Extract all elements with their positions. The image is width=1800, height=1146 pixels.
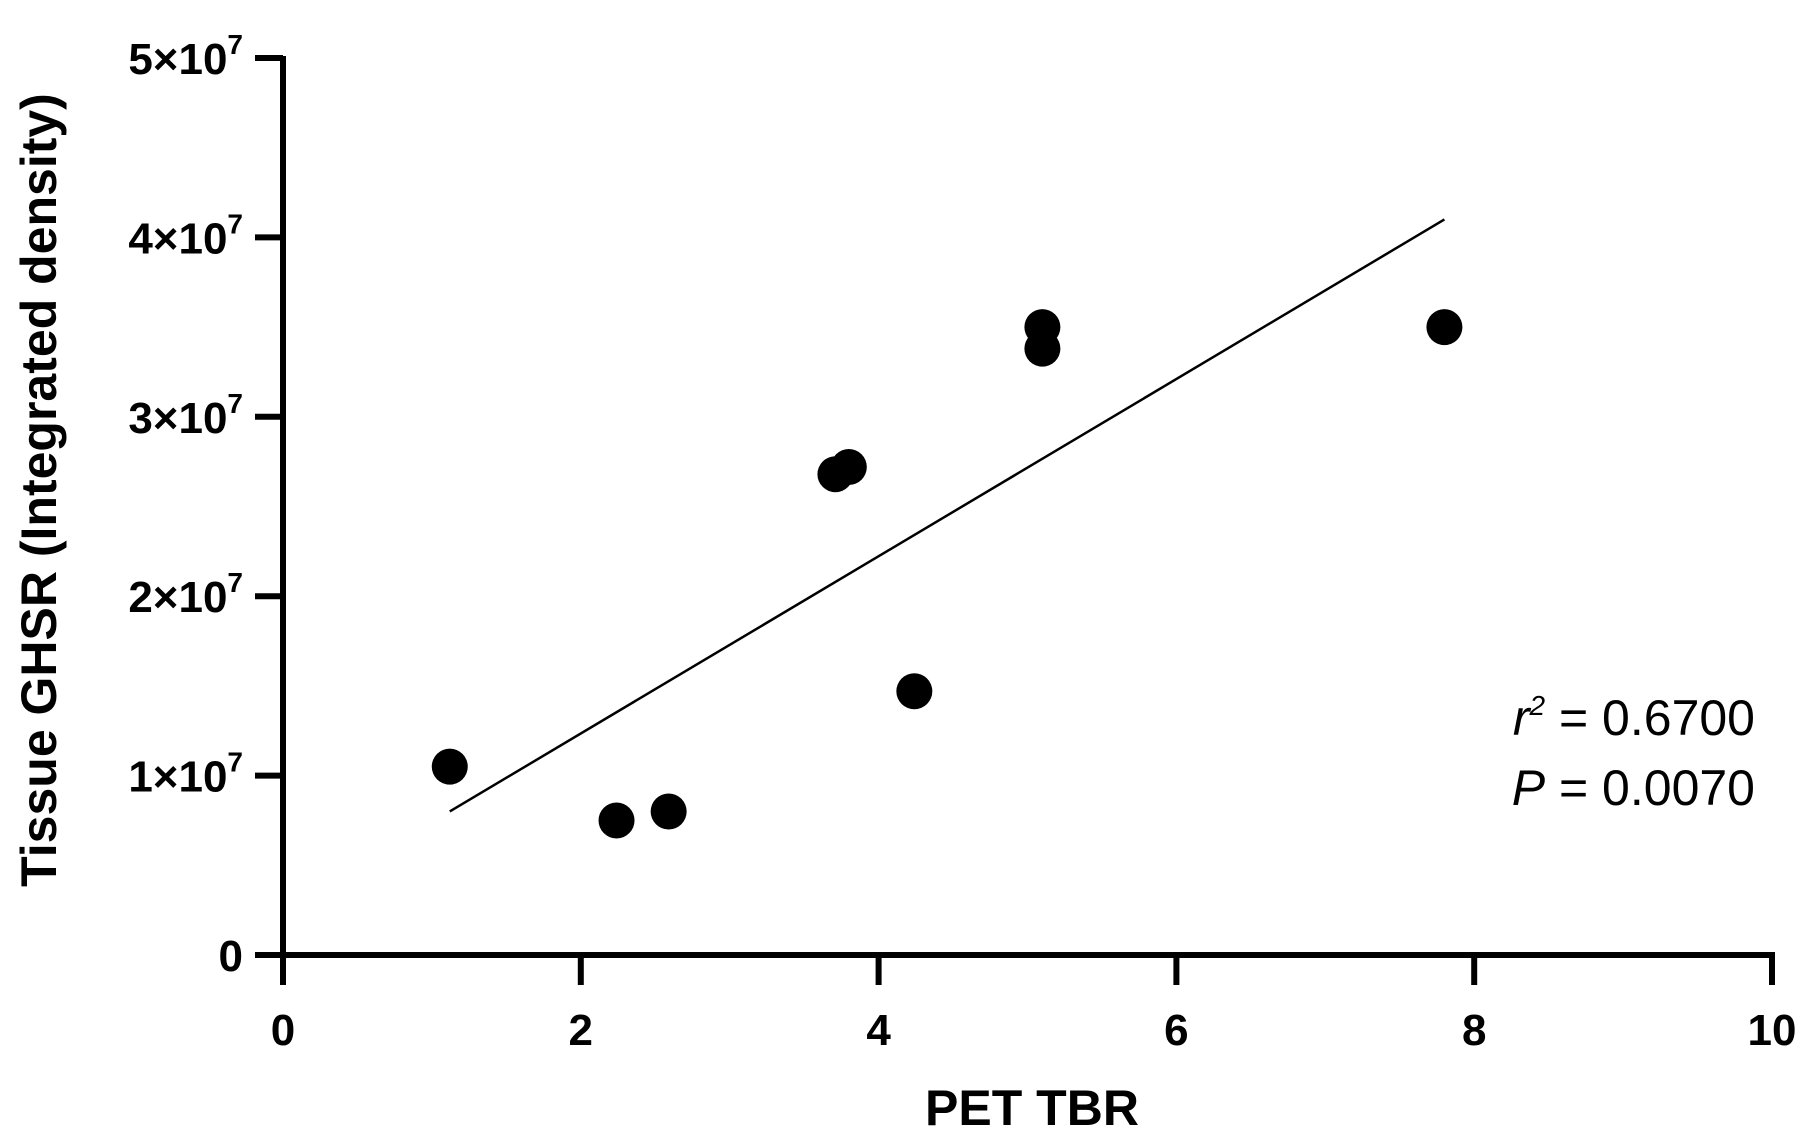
x-tick-label: 10 [1748, 1006, 1797, 1055]
y-tick-label: 1×107 [128, 747, 243, 802]
r-symbol: r [1513, 690, 1532, 746]
data-point [598, 802, 635, 839]
x-axis-title: PET TBR [925, 1080, 1139, 1136]
regression-line [449, 218, 1446, 813]
r-squared-value: = 0.6700 [1545, 690, 1755, 746]
ticks: 0 2 4 6 8 10 0 1×107 2×107 3×107 4×107 5×107 [128, 29, 1796, 1055]
data-point [650, 793, 687, 830]
y-tick-label: 0 [219, 932, 243, 981]
p-value: = 0.0070 [1545, 760, 1755, 816]
data-points [431, 309, 1463, 839]
x-tick-label: 8 [1462, 1006, 1486, 1055]
y-tick-label: 5×107 [128, 29, 243, 84]
x-tick-label: 6 [1164, 1006, 1188, 1055]
x-tick-label: 0 [271, 1006, 295, 1055]
r-squared-annotation: r2 = 0.6700 [1513, 690, 1755, 746]
r-squared-exponent: 2 [1529, 690, 1546, 721]
x-tick-label: 4 [866, 1006, 891, 1055]
data-point [431, 748, 468, 785]
data-point [1024, 330, 1061, 367]
p-value-annotation: P = 0.0070 [1512, 760, 1755, 816]
p-symbol: P [1512, 760, 1546, 816]
data-point [896, 673, 933, 710]
data-point [830, 449, 867, 486]
axes [280, 56, 1775, 958]
y-tick-label: 3×107 [128, 388, 243, 443]
x-tick-label: 2 [569, 1006, 593, 1055]
data-point [1426, 309, 1463, 346]
y-axis-title: Tissue GHSR (Integrated density) [11, 93, 67, 887]
regression-line-group [449, 218, 1446, 813]
y-tick-label: 4×107 [128, 208, 243, 263]
y-tick-label: 2×107 [128, 567, 243, 622]
